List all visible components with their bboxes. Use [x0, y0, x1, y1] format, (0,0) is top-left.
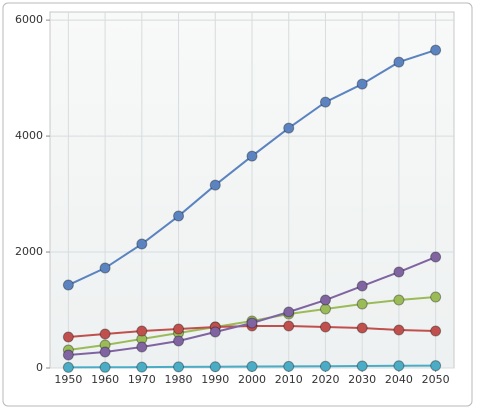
data-point: [356, 360, 368, 372]
data-point: [246, 150, 258, 162]
data-point: [136, 325, 148, 337]
x-tick-label: 1970: [128, 373, 156, 386]
data-point: [283, 360, 295, 372]
data-point: [319, 360, 331, 372]
data-point: [356, 280, 368, 292]
data-point: [209, 326, 221, 338]
y-tick-label: 2000: [15, 245, 43, 258]
x-tick-label: 1950: [54, 373, 82, 386]
data-point: [209, 179, 221, 191]
data-point: [173, 323, 185, 335]
data-point: [62, 331, 74, 343]
x-tick-label: 2040: [385, 373, 413, 386]
data-point: [430, 325, 442, 337]
x-tick-label: 2010: [275, 373, 303, 386]
data-point: [62, 279, 74, 291]
data-point: [283, 320, 295, 332]
data-point: [173, 210, 185, 222]
data-point: [99, 328, 111, 340]
data-point: [99, 262, 111, 274]
data-point: [393, 266, 405, 278]
data-point: [62, 349, 74, 361]
y-tick-label: 4000: [15, 129, 43, 142]
y-tick-label: 6000: [15, 13, 43, 26]
data-point: [430, 360, 442, 372]
x-tick-label: 1990: [201, 373, 229, 386]
y-tick-label: 0: [36, 361, 43, 374]
x-tick-label: 1960: [91, 373, 119, 386]
data-point: [356, 78, 368, 90]
data-point: [136, 238, 148, 250]
data-point: [393, 324, 405, 336]
data-point: [393, 294, 405, 306]
data-point: [62, 361, 74, 373]
data-point: [430, 291, 442, 303]
x-tick-label: 2050: [422, 373, 450, 386]
x-tick-label: 2000: [238, 373, 266, 386]
data-point: [173, 335, 185, 347]
x-tick-label: 2030: [348, 373, 376, 386]
data-point: [430, 251, 442, 263]
data-point: [246, 361, 258, 373]
data-point: [283, 306, 295, 318]
data-point: [319, 294, 331, 306]
data-point: [209, 361, 221, 373]
data-point: [393, 56, 405, 68]
x-tick-label: 2020: [311, 373, 339, 386]
data-point: [246, 317, 258, 329]
data-point: [356, 322, 368, 334]
data-point: [319, 96, 331, 108]
data-point: [99, 346, 111, 358]
data-point: [356, 298, 368, 310]
data-point: [283, 122, 295, 134]
data-point: [173, 361, 185, 373]
data-point: [99, 361, 111, 373]
data-point: [136, 341, 148, 353]
data-point: [136, 361, 148, 373]
x-tick-label: 1980: [165, 373, 193, 386]
data-point: [319, 321, 331, 333]
data-point: [430, 44, 442, 56]
data-point: [393, 360, 405, 372]
